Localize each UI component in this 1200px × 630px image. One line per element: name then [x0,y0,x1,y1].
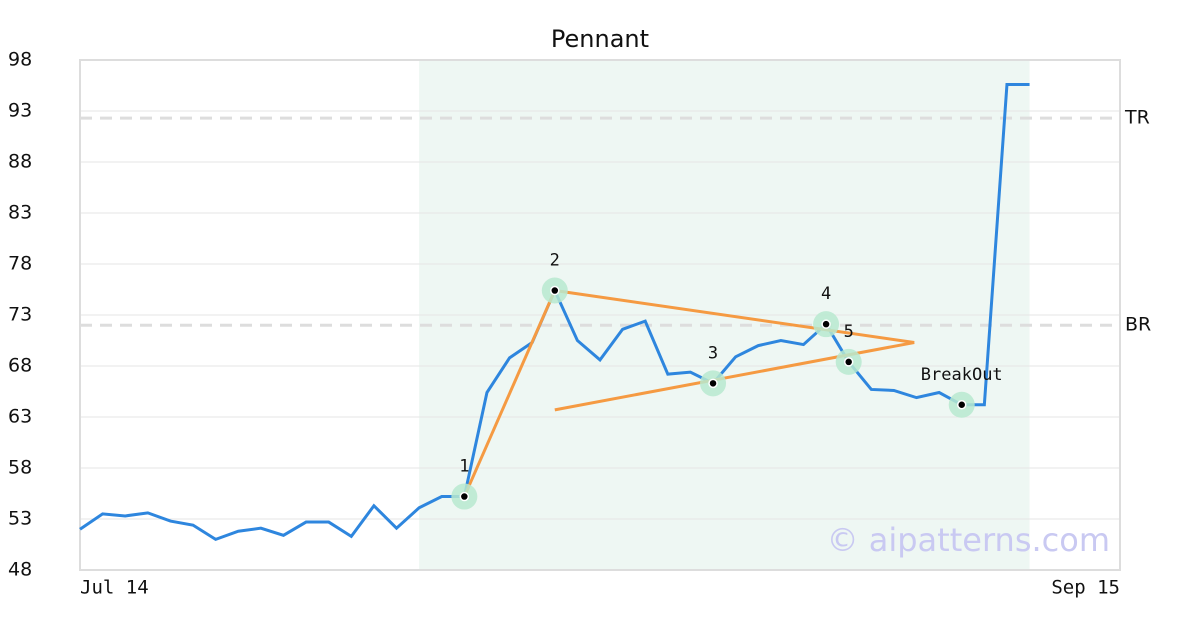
pivot-dot [550,285,560,296]
y-tick-label: 83 [8,202,32,224]
pivot-dot [708,378,718,389]
pivot-dot [843,357,854,367]
level-label: BR [1125,314,1151,336]
pivot-label: 4 [821,284,831,304]
y-tick-label: 48 [8,559,32,581]
y-tick-label: 73 [8,304,32,326]
y-tick-label: 63 [8,406,32,428]
pattern-line [462,289,557,498]
y-tick-label: 68 [8,355,32,377]
x-tick-label: Sep 15 [1051,577,1120,599]
y-tick-label: 53 [8,508,32,530]
pivot-label: BreakOut [921,365,1003,385]
pivot-label: 3 [708,343,718,363]
pivot-label: 5 [844,322,854,342]
pattern-line [554,289,915,345]
pivot-dot [459,491,470,502]
y-tick-label: 78 [8,253,32,275]
pivot-label: 1 [459,457,469,477]
pivot-label: 2 [550,251,560,271]
x-tick-label: Jul 14 [80,577,149,599]
pivot-dot [821,319,831,329]
y-tick-label: 88 [8,151,32,173]
watermark: © aipatterns.com [827,521,1110,559]
y-tick-label: 58 [8,457,32,479]
plot-frame [79,59,1121,571]
y-tick-label: 98 [8,49,32,71]
y-tick-label: 93 [8,100,32,122]
pivot-dot [956,400,967,410]
chart-title: Pennant [551,25,649,53]
level-label: TR [1124,107,1150,129]
